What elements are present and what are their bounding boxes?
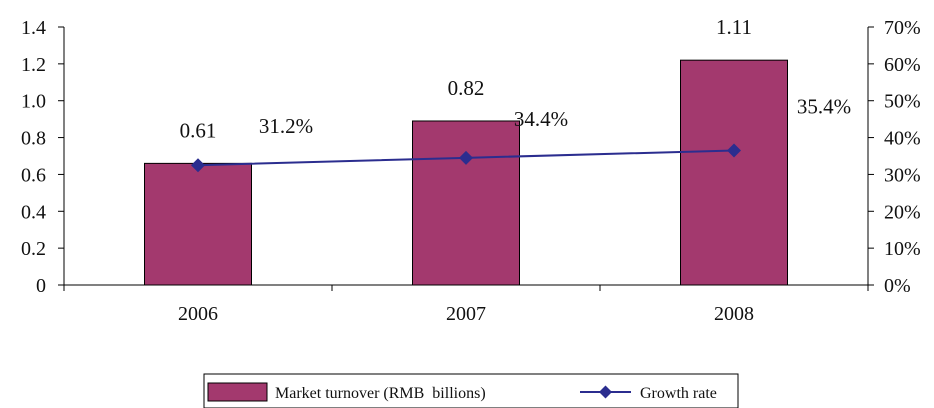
legend: Market turnover (RMB billions) Growth ra… [203, 373, 739, 408]
right-tick-label: 60% [884, 54, 921, 76]
x-axis-ticks: 2006 2007 2008 [178, 303, 754, 325]
growth-rate-point [727, 143, 741, 158]
legend-bar-label: Market turnover (RMB billions) [275, 385, 486, 402]
bar [144, 162, 252, 286]
right-tick-label: 0% [884, 275, 911, 297]
left-tick-label: 0.8 [21, 128, 46, 150]
growth-rate-label: 35.4% [797, 94, 851, 118]
growth-rate-point [459, 150, 473, 165]
right-tick-label: 20% [884, 201, 921, 223]
left-tick-label: 0.4 [21, 201, 46, 223]
left-tick-label: 0.2 [21, 238, 46, 260]
line-data-labels: 31.2% 34.4% 35.4% [259, 94, 851, 138]
bar-data-labels: 0.61 0.82 1.11 [180, 15, 752, 142]
legend-diamond-marker [599, 385, 612, 399]
legend-line-label: Growth rate [640, 385, 717, 402]
x-tick-label: 2006 [178, 303, 218, 325]
left-tick-label: 0 [36, 275, 46, 297]
right-tick-label: 10% [884, 238, 921, 260]
bar-value-label: 0.82 [448, 76, 485, 100]
axes [58, 26, 874, 291]
right-tick-label: 30% [884, 164, 921, 186]
right-tick-label: 50% [884, 91, 921, 113]
growth-rate-label: 31.2% [259, 114, 313, 138]
right-axis-ticks: 0% 10% 20% 30% 40% 50% 60% 70% [884, 17, 921, 297]
left-tick-label: 1.4 [21, 17, 46, 39]
bar [412, 120, 520, 286]
right-tick-label: 40% [884, 128, 921, 150]
bar-value-label: 1.11 [716, 15, 752, 39]
line-series [191, 143, 741, 173]
bar-value-label: 0.61 [180, 118, 217, 142]
left-axis-ticks: 0 0.2 0.4 0.6 0.8 1.0 1.2 1.4 [21, 17, 46, 297]
right-tick-label: 70% [884, 17, 921, 39]
bar [680, 59, 788, 286]
legend-box [203, 373, 739, 408]
growth-rate-point [191, 158, 205, 173]
growth-rate-label: 34.4% [514, 107, 568, 131]
left-tick-label: 1.2 [21, 54, 46, 76]
bar-series [144, 59, 788, 286]
legend-bar-swatch [207, 382, 268, 402]
x-tick-label: 2007 [446, 303, 486, 325]
left-tick-label: 0.6 [21, 164, 46, 186]
x-tick-label: 2008 [714, 303, 754, 325]
left-tick-label: 1.0 [21, 91, 46, 113]
